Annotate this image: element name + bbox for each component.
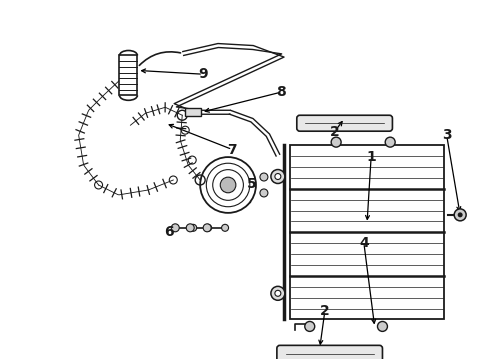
- Circle shape: [330, 137, 341, 147]
- Circle shape: [260, 173, 267, 181]
- Text: 3: 3: [441, 128, 450, 142]
- Circle shape: [260, 189, 267, 197]
- FancyBboxPatch shape: [276, 345, 382, 360]
- Circle shape: [457, 212, 462, 217]
- Circle shape: [274, 290, 280, 296]
- Bar: [119, 55, 137, 95]
- Circle shape: [270, 170, 285, 184]
- Bar: [289, 145, 443, 319]
- Circle shape: [270, 286, 285, 300]
- Circle shape: [200, 157, 255, 213]
- Circle shape: [189, 224, 196, 231]
- FancyBboxPatch shape: [296, 115, 392, 131]
- Circle shape: [304, 321, 314, 332]
- Bar: [185, 108, 201, 116]
- Circle shape: [453, 209, 465, 221]
- Circle shape: [186, 224, 194, 232]
- Circle shape: [203, 224, 211, 232]
- Text: 4: 4: [358, 236, 368, 250]
- Circle shape: [274, 174, 280, 180]
- Text: 8: 8: [276, 85, 285, 99]
- Circle shape: [204, 224, 211, 231]
- Circle shape: [171, 224, 179, 232]
- Text: 6: 6: [164, 225, 173, 239]
- Circle shape: [385, 137, 394, 147]
- Text: 7: 7: [227, 143, 237, 157]
- Circle shape: [220, 177, 235, 193]
- Circle shape: [221, 224, 228, 231]
- Bar: [227, 168, 250, 202]
- Text: 9: 9: [198, 67, 207, 81]
- Text: 5: 5: [246, 177, 256, 190]
- Text: 2: 2: [319, 304, 329, 318]
- Text: 2: 2: [329, 125, 339, 139]
- Circle shape: [377, 321, 386, 332]
- Text: 1: 1: [366, 150, 375, 164]
